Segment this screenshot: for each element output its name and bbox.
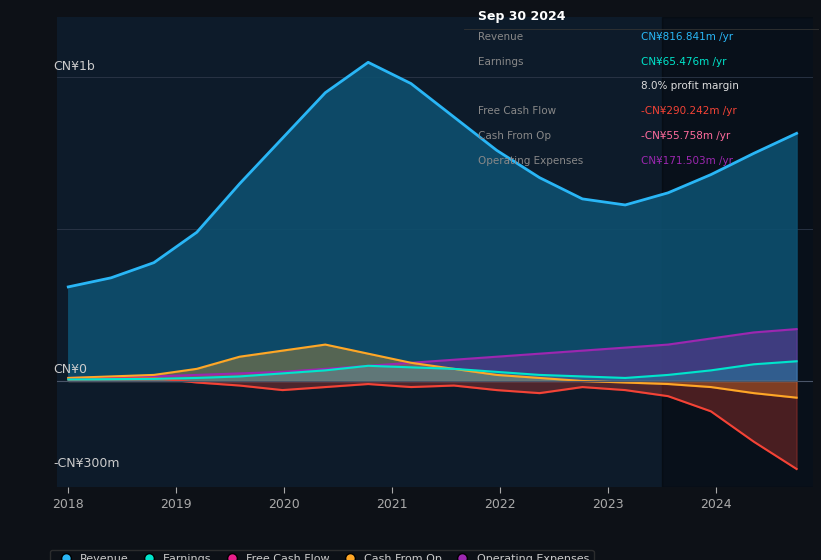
Text: Free Cash Flow: Free Cash Flow xyxy=(478,106,556,116)
Text: Sep 30 2024: Sep 30 2024 xyxy=(478,10,566,22)
Legend: Revenue, Earnings, Free Cash Flow, Cash From Op, Operating Expenses: Revenue, Earnings, Free Cash Flow, Cash … xyxy=(50,550,594,560)
Text: CN¥171.503m /yr: CN¥171.503m /yr xyxy=(641,156,733,166)
Bar xyxy=(662,17,819,487)
Text: CN¥816.841m /yr: CN¥816.841m /yr xyxy=(641,32,733,42)
Text: Revenue: Revenue xyxy=(478,32,523,42)
Text: CN¥1b: CN¥1b xyxy=(53,60,95,73)
Text: CN¥0: CN¥0 xyxy=(53,363,88,376)
Text: 8.0% profit margin: 8.0% profit margin xyxy=(641,81,739,91)
Text: CN¥65.476m /yr: CN¥65.476m /yr xyxy=(641,57,727,67)
Text: -CN¥290.242m /yr: -CN¥290.242m /yr xyxy=(641,106,737,116)
Text: Cash From Op: Cash From Op xyxy=(478,131,551,141)
Text: -CN¥300m: -CN¥300m xyxy=(53,456,120,470)
Text: Earnings: Earnings xyxy=(478,57,524,67)
Text: -CN¥55.758m /yr: -CN¥55.758m /yr xyxy=(641,131,731,141)
Text: Operating Expenses: Operating Expenses xyxy=(478,156,583,166)
